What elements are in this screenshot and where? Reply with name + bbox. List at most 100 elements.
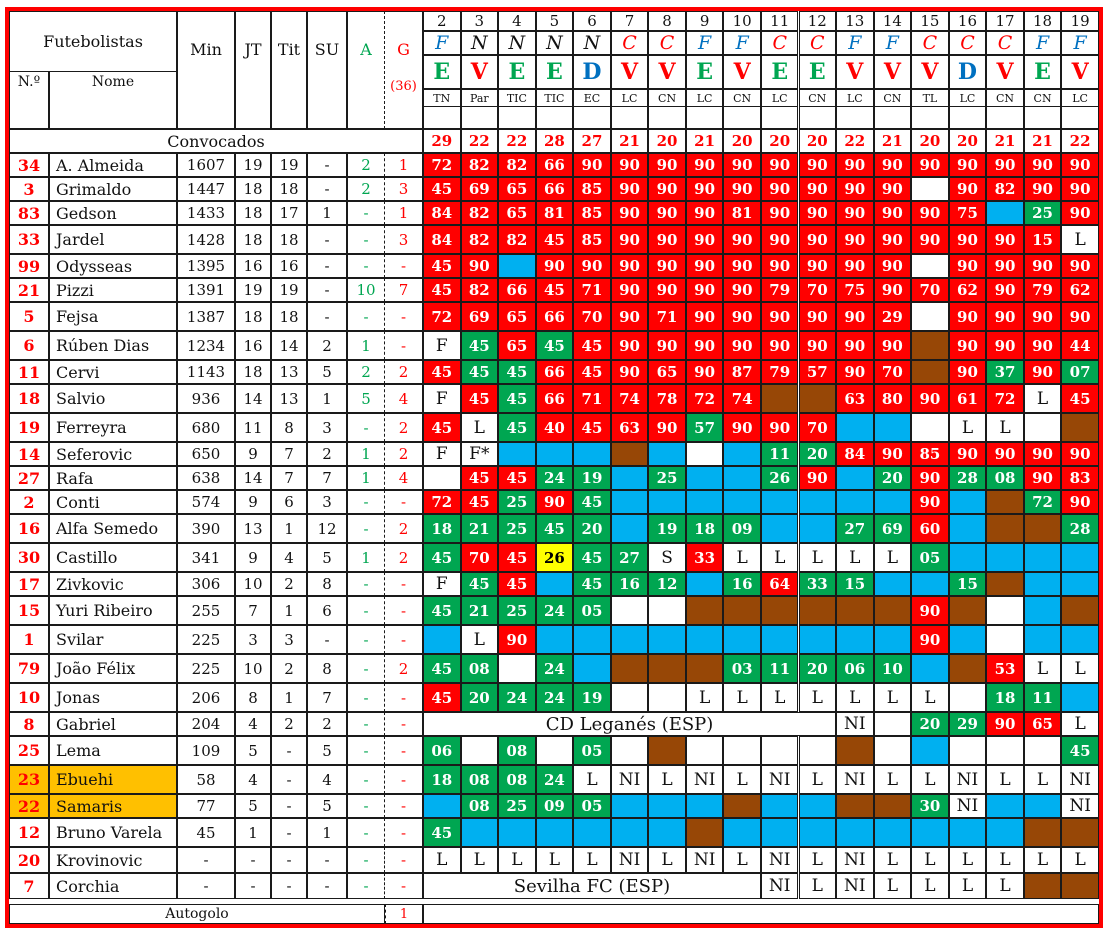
game-result: E [760, 55, 799, 89]
game-cell [610, 736, 649, 765]
game-cell [460, 818, 499, 847]
game-competition: LC [685, 89, 724, 107]
game-cell: 90 [723, 254, 761, 278]
game-number: 4 [498, 11, 536, 31]
game-cell: NI [610, 847, 649, 873]
game-competition: LC [760, 89, 799, 107]
player-games: 13 [235, 514, 271, 543]
game-cell [648, 490, 686, 514]
game-cell [685, 736, 724, 765]
player-subs: 5 [307, 360, 347, 384]
player-goals: - [385, 847, 423, 873]
game-cell: 90 [1061, 302, 1099, 331]
game-cell [723, 818, 761, 847]
player-number: 23 [9, 765, 49, 794]
game-cell [498, 254, 536, 278]
player-name: João Félix [49, 654, 177, 683]
game-cell [535, 572, 574, 596]
game-cell: 90 [948, 177, 987, 201]
game-cell: 09 [723, 514, 761, 543]
game-cell: 90 [836, 201, 874, 225]
game-cell: 90 [723, 278, 761, 302]
game-cell: 90 [685, 153, 724, 177]
game-cell: L [460, 413, 499, 442]
game-cell [760, 818, 799, 847]
player-subs: 4 [307, 765, 347, 794]
player-games: 1 [235, 818, 271, 847]
game-cell: 70 [798, 413, 837, 442]
game-cell: 26 [760, 466, 799, 490]
player-assists: - [347, 625, 385, 654]
game-result: D [573, 55, 611, 89]
game-cell: F [423, 331, 461, 360]
player-goals: - [385, 683, 423, 712]
game-cell: F [423, 442, 461, 466]
game-cell: L [798, 847, 837, 873]
game-cell: L [1023, 847, 1062, 873]
game-cell: 72 [1023, 490, 1062, 514]
player-name: Cervi [49, 360, 177, 384]
player-number: 14 [9, 442, 49, 466]
player-subs: 7 [307, 466, 347, 490]
game-cell: 82 [498, 153, 536, 177]
game-cell: 25 [498, 596, 536, 625]
game-number: 2 [423, 11, 461, 31]
game-convocados: 21 [986, 129, 1024, 153]
game-convocados: 21 [1023, 129, 1062, 153]
game-cell: 25 [1023, 201, 1062, 225]
game-cell: 82 [460, 153, 499, 177]
player-goals: - [385, 712, 423, 736]
game-cell [648, 818, 686, 847]
player-minutes: 390 [177, 514, 235, 543]
player-games: 8 [235, 683, 271, 712]
game-cell [873, 490, 912, 514]
game-cell: 45 [423, 177, 461, 201]
game-cell: 53 [986, 654, 1024, 683]
game-cell [535, 625, 574, 654]
game-cell: L [573, 847, 611, 873]
player-minutes: 225 [177, 625, 235, 654]
game-cell: 66 [535, 360, 574, 384]
header-goals-total: (36) [390, 79, 417, 94]
player-starts: 16 [271, 254, 307, 278]
game-cell: 90 [685, 360, 724, 384]
game-cell [948, 490, 987, 514]
player-assists: - [347, 654, 385, 683]
player-number: 3 [9, 177, 49, 201]
game-number: 13 [836, 11, 874, 31]
player-number: 22 [9, 794, 49, 818]
game-cell: 90 [798, 254, 837, 278]
player-minutes: 204 [177, 712, 235, 736]
game-cell: 78 [648, 384, 686, 413]
player-assists: - [347, 736, 385, 765]
header-gap [798, 107, 837, 129]
game-cell: 45 [423, 683, 461, 712]
game-result: V [873, 55, 912, 89]
player-number: 8 [9, 712, 49, 736]
game-convocados: 29 [423, 129, 461, 153]
game-number: 9 [685, 11, 724, 31]
player-name: Ebuehi [49, 765, 177, 794]
game-result: V [648, 55, 686, 89]
header-gap [760, 107, 799, 129]
game-cell: 60 [911, 514, 949, 543]
game-cell: 90 [1023, 302, 1062, 331]
game-cell [873, 736, 912, 765]
game-cell: 85 [573, 225, 611, 254]
game-convocados: 22 [460, 129, 499, 153]
game-cell: 90 [723, 177, 761, 201]
game-cell [573, 654, 611, 683]
game-cell: L [1061, 847, 1099, 873]
player-subs: - [307, 625, 347, 654]
game-cell [948, 514, 987, 543]
game-cell: 81 [723, 201, 761, 225]
game-cell: 45 [423, 654, 461, 683]
game-cell: 45 [535, 514, 574, 543]
game-location: C [948, 31, 987, 55]
game-convocados: 20 [911, 129, 949, 153]
game-number: 12 [798, 11, 837, 31]
game-cell: F [423, 384, 461, 413]
game-cell: 45 [423, 543, 461, 572]
game-cell: 66 [535, 384, 574, 413]
player-subs: 5 [307, 794, 347, 818]
